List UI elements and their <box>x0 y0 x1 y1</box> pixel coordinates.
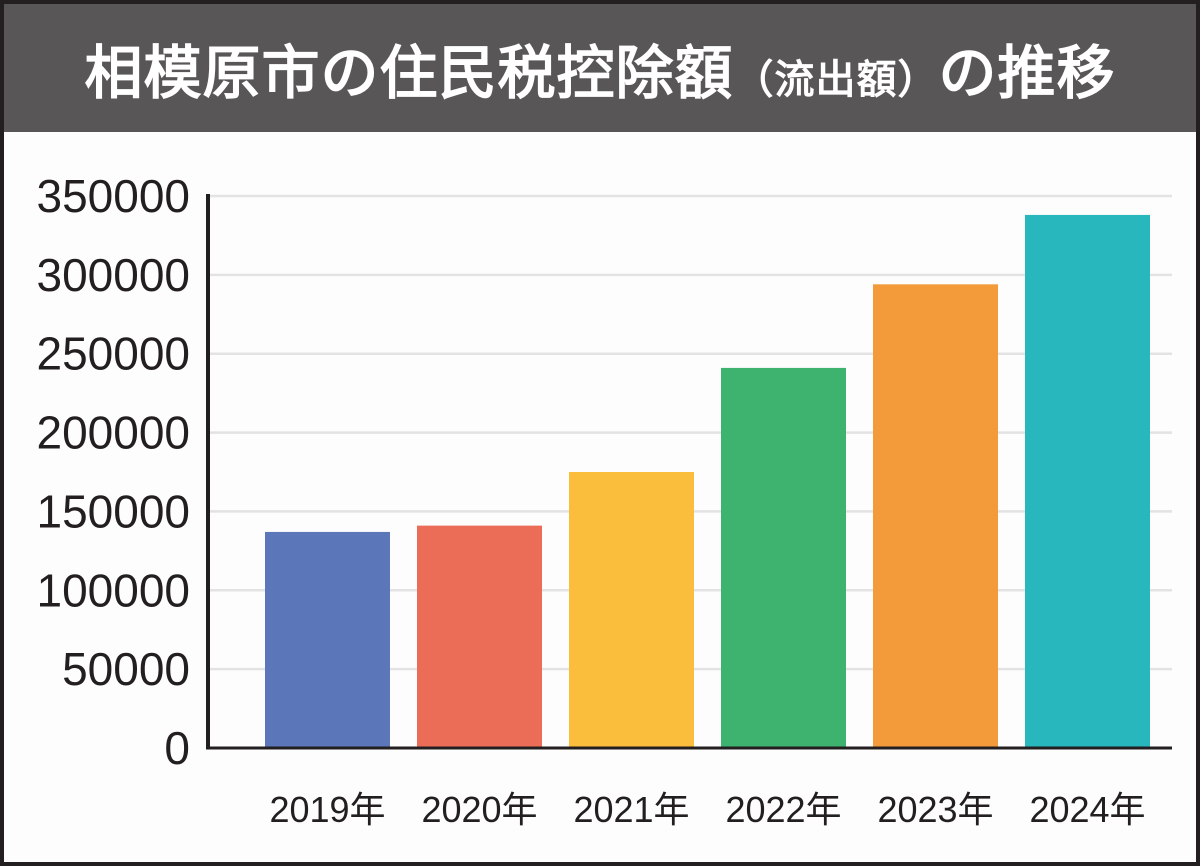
title-bar: 相模原市の住民税控除額（流出額）の推移 <box>4 4 1196 132</box>
title-end: の推移 <box>938 39 1116 107</box>
y-tick-label: 0 <box>164 722 190 774</box>
y-tick-label: 200000 <box>37 407 191 459</box>
chart-title: 相模原市の住民税控除額（流出額）の推移 <box>84 26 1115 110</box>
y-tick-label: 150000 <box>37 485 191 537</box>
bar-2022 <box>721 367 846 748</box>
bar-2019 <box>265 531 390 748</box>
bar-2021 <box>569 472 694 748</box>
bar-2024 <box>1025 214 1150 748</box>
x-tick-label: 2021年 <box>573 789 689 830</box>
x-tick-label: 2022年 <box>725 789 841 830</box>
x-tick-label: 2024年 <box>1029 789 1145 830</box>
y-tick-label: 350000 <box>37 170 191 222</box>
y-tick-label: 50000 <box>62 643 190 695</box>
x-tick-label: 2023年 <box>877 789 993 830</box>
y-tick-label: 100000 <box>37 564 191 616</box>
y-tick-label: 300000 <box>37 249 191 301</box>
y-tick-label: 250000 <box>37 328 191 380</box>
bar-2023 <box>873 284 998 748</box>
bar-chart: 0 50000 100000 150000 200000 250000 300000 3500… <box>37 170 1172 830</box>
chart-frame: 相模原市の住民税控除額（流出額）の推移 0 50000 100000 150000 20… <box>4 4 1196 862</box>
x-tick-label: 2020年 <box>421 789 537 830</box>
title-main: 相模原市の住民税控除額 <box>84 39 734 107</box>
bar-2020 <box>417 525 542 748</box>
x-tick-label: 2019年 <box>269 789 385 830</box>
title-sub: （流出額） <box>733 57 939 103</box>
